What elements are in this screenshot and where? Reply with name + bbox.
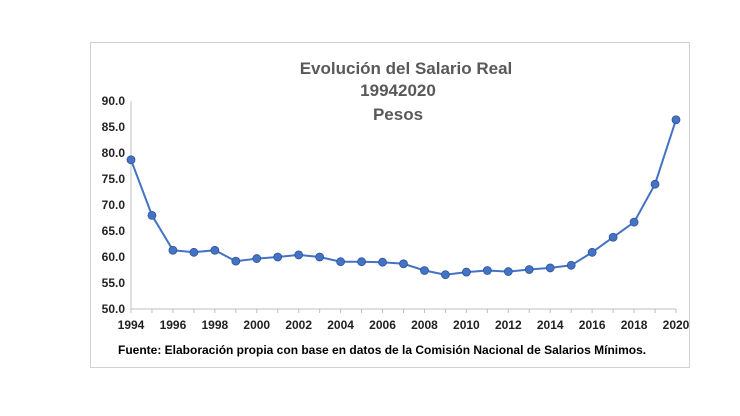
data-point (168, 245, 178, 255)
data-point (189, 247, 199, 257)
x-tick-label: 2006 (369, 318, 396, 332)
x-tick-label: 1994 (118, 318, 145, 332)
y-tick-label: 75.0 (102, 172, 126, 186)
x-tick-label: 2010 (453, 318, 480, 332)
x-axis: 1994 1996 1998 2000 2002 2004 2006 2008 2010 2012… (118, 308, 690, 332)
data-point (420, 266, 429, 275)
y-tick-label: 80.0 (102, 146, 126, 160)
data-point (336, 257, 346, 267)
data-point (671, 115, 681, 125)
y-tick-label: 50.0 (102, 302, 126, 316)
data-point (587, 247, 597, 257)
y-tick-label: 60.0 (102, 250, 126, 264)
data-point (524, 265, 534, 274)
data-point (545, 263, 555, 273)
data-point (126, 155, 136, 165)
chart-frame (90, 42, 690, 368)
data-point (629, 217, 639, 227)
x-tick-label: 2014 (537, 318, 564, 332)
x-tick-label: 2004 (327, 318, 354, 332)
x-tick-label: 2020 (663, 318, 690, 332)
data-point (252, 254, 262, 263)
data-point (461, 267, 471, 277)
data-point (315, 252, 325, 262)
x-tick-label: 1998 (201, 318, 228, 332)
data-point (482, 266, 492, 275)
y-axis: 50.0 55.0 60.0 65.0 70.0 75.0 80.0 85.0 90.0 (102, 94, 132, 316)
data-point (399, 259, 408, 269)
x-tick-label: 2012 (495, 318, 522, 332)
series-layer (126, 115, 681, 280)
data-point (441, 270, 450, 280)
data-point (147, 210, 157, 220)
data-point (273, 252, 283, 262)
data-point (608, 232, 618, 242)
y-tick-label: 90.0 (102, 94, 126, 108)
x-tick-label: 2002 (285, 318, 312, 332)
source-note: Fuente: Elaboración propia con base en d… (118, 343, 646, 357)
data-point (231, 256, 241, 266)
chart-subtitle: 19942020 (360, 81, 436, 100)
data-point (210, 245, 220, 255)
data-point (294, 250, 304, 260)
data-point (503, 267, 513, 276)
data-point (378, 257, 387, 267)
x-tick-label: 2018 (621, 318, 648, 332)
y-tick-label: 70.0 (102, 198, 126, 212)
chart-unit-label: Pesos (373, 105, 423, 124)
data-point (650, 179, 660, 189)
y-tick-label: 65.0 (102, 224, 126, 238)
data-point (566, 260, 576, 270)
y-tick-label: 85.0 (102, 120, 126, 134)
chart-title: Evolución del Salario Real (300, 59, 513, 78)
data-point (357, 257, 366, 267)
y-tick-label: 55.0 (102, 276, 126, 290)
x-tick-label: 2016 (579, 318, 606, 332)
x-tick-label: 1996 (160, 318, 187, 332)
x-tick-label: 2000 (243, 318, 270, 332)
x-tick-label: 2008 (411, 318, 438, 332)
